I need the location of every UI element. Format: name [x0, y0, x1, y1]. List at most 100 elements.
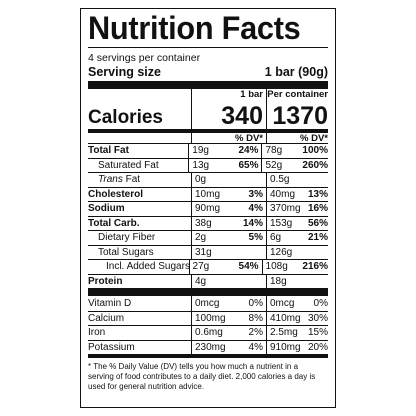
- nutrient-amt2: 370mg: [266, 202, 308, 216]
- dv-header-2: % DV*: [266, 133, 328, 144]
- nutrient-amt2: 0.5g: [266, 173, 308, 187]
- nutrient-amt2: 153g: [266, 216, 308, 230]
- vitamin-row: Iron 0.6mg 2% 2.5mg 15%: [88, 325, 328, 340]
- nutrient-amt2: 78g: [261, 144, 302, 158]
- nutrient-row: Saturated Fat 13g 65% 52g 260%: [88, 157, 328, 172]
- vitamin-dv2: 20%: [308, 341, 329, 353]
- vitamin-amt1: 0mcg: [191, 296, 234, 311]
- nutrient-name-italic: Trans: [98, 174, 123, 186]
- vitamin-amt2: 410mg: [266, 311, 308, 325]
- nutrient-dv1: 24%: [238, 145, 259, 157]
- vitamin-name: Calcium: [88, 312, 125, 324]
- vitamin-amt1: 0.6mg: [191, 326, 234, 340]
- nutrient-row: Trans Fat 0g 0.5g: [88, 172, 328, 187]
- nutrient-amt1: 90mg: [191, 202, 234, 216]
- divider: [88, 47, 328, 48]
- serving-size-value: 1 bar (90g): [264, 65, 328, 79]
- nutrient-dv2: 260%: [302, 159, 328, 171]
- calories-label: Calories: [88, 107, 163, 128]
- column-header-2: Per container: [266, 89, 328, 103]
- nutrient-amt2: 40mg: [266, 187, 308, 201]
- nutrient-amt1: 38g: [191, 216, 234, 230]
- nutrient-amt2: 52g: [261, 158, 302, 172]
- vitamin-dv2: 0%: [313, 297, 328, 309]
- nutrient-dv2: [308, 246, 328, 260]
- nutrient-amt1: 10mg: [191, 187, 234, 201]
- nutrition-grid: 1 bar Per container Calories 340 1370 % …: [88, 89, 328, 358]
- nutrient-dv1: 5%: [248, 232, 263, 244]
- column-header-1: 1 bar: [191, 89, 266, 103]
- vitamin-amt2: 0mcg: [266, 296, 308, 311]
- nutrient-name: Cholesterol: [88, 188, 144, 200]
- nutrient-row: Cholesterol 10mg 3% 40mg 13%: [88, 186, 329, 201]
- vitamin-amt2: 2.5mg: [266, 326, 308, 340]
- calories-value-1: 340: [191, 103, 266, 129]
- nutrient-dv2: 13%: [308, 188, 329, 200]
- nutrient-name: Sodium: [88, 203, 125, 215]
- dv-header-1: % DV*: [191, 133, 266, 144]
- serving-size-row: Serving size 1 bar (90g): [88, 65, 328, 79]
- nutrient-amt1: 4g: [191, 274, 234, 288]
- serving-size-label: Serving size: [88, 65, 161, 79]
- nutrient-dv1: 65%: [238, 159, 259, 171]
- dv-header-row: % DV* % DV*: [88, 129, 328, 144]
- nutrient-dv1: 3%: [248, 188, 263, 200]
- vitamin-row: Vitamin D 0mcg 0% 0mcg 0%: [88, 296, 328, 311]
- vitamin-name: Iron: [88, 327, 106, 339]
- vitamin-rows: Vitamin D 0mcg 0% 0mcg 0% Calcium 100mg 8% 410mg…: [88, 296, 328, 354]
- calories-row: Calories 340 1370: [88, 103, 328, 129]
- nutrient-amt1: 27g: [188, 260, 231, 274]
- nutrient-row: Dietary Fiber 2g 5% 6g 21%: [88, 230, 328, 245]
- nutrient-amt1: 19g: [188, 144, 230, 158]
- nutrient-name: Trans Fat: [98, 174, 141, 186]
- nutrient-dv2: 100%: [302, 145, 328, 157]
- vitamin-dv2: 30%: [308, 312, 329, 324]
- footnote: * The % Daily Value (DV) tells you how m…: [88, 362, 316, 391]
- nutrient-dv2: [308, 275, 328, 289]
- nutrient-amt1: 0g: [191, 173, 234, 187]
- nutrient-dv2: 56%: [308, 217, 329, 229]
- vitamin-amt1: 230mg: [191, 340, 234, 354]
- nutrient-amt1: 31g: [191, 245, 234, 259]
- nutrient-dv2: 16%: [308, 203, 329, 215]
- vitamin-dv1: 2%: [248, 327, 263, 339]
- vitamin-name: Vitamin D: [88, 297, 132, 309]
- nutrient-name: Dietary Fiber: [98, 232, 156, 244]
- nutrient-amt2: 18g: [266, 274, 308, 288]
- nutrient-amt1: 13g: [188, 158, 230, 172]
- vitamin-row: Calcium 100mg 8% 410mg 30%: [88, 310, 329, 325]
- nutrient-dv1: 4%: [248, 203, 263, 215]
- vitamin-amt2: 910mg: [266, 340, 308, 354]
- vitamin-dv1: 0%: [248, 297, 263, 309]
- vitamin-name: Potassium: [88, 341, 135, 353]
- nutrient-amt2: 6g: [266, 231, 308, 245]
- nutrient-dv1: 14%: [242, 217, 263, 229]
- thick-divider: [88, 288, 328, 296]
- nutrient-name: Saturated Fat: [98, 159, 159, 171]
- nutrient-amt1: 2g: [191, 231, 234, 245]
- nutrient-name: Total Carb.: [88, 217, 140, 229]
- nutrient-dv2: 216%: [302, 261, 328, 273]
- nutrient-rows: Total Fat 19g 24% 78g 100% Saturated Fat 13g 65…: [88, 143, 328, 288]
- vitamin-dv2: 15%: [308, 327, 329, 339]
- nutrient-name: Total Fat: [88, 145, 129, 157]
- vitamin-row: Potassium 230mg 4% 910mg 20%: [88, 339, 329, 354]
- nutrient-name: Total Sugars: [98, 246, 154, 258]
- nutrient-amt2: 126g: [266, 245, 308, 259]
- servings-per-container: 4 servings per container: [88, 52, 201, 64]
- medium-divider: [88, 354, 328, 358]
- nutrient-dv1: [234, 173, 266, 187]
- nutrient-dv1: [234, 246, 266, 260]
- nutrient-dv2: [308, 173, 328, 187]
- nutrient-row: Total Sugars 31g 126g: [88, 244, 328, 260]
- vitamin-amt1: 100mg: [191, 311, 234, 325]
- nutrient-row: Incl. Added Sugars 27g 54% 108g 216%: [88, 259, 328, 274]
- nutrient-dv1: 54%: [238, 261, 259, 273]
- nutrient-dv2: 21%: [308, 232, 329, 244]
- vitamin-dv1: 8%: [248, 312, 263, 324]
- nutrient-name: Protein: [88, 275, 123, 287]
- nutrient-amt2: 108g: [261, 260, 303, 274]
- nutrient-name: Incl. Added Sugars: [106, 261, 189, 273]
- nutrient-row: Total Carb. 38g 14% 153g 56%: [88, 215, 329, 230]
- nutrient-dv1: [234, 275, 266, 289]
